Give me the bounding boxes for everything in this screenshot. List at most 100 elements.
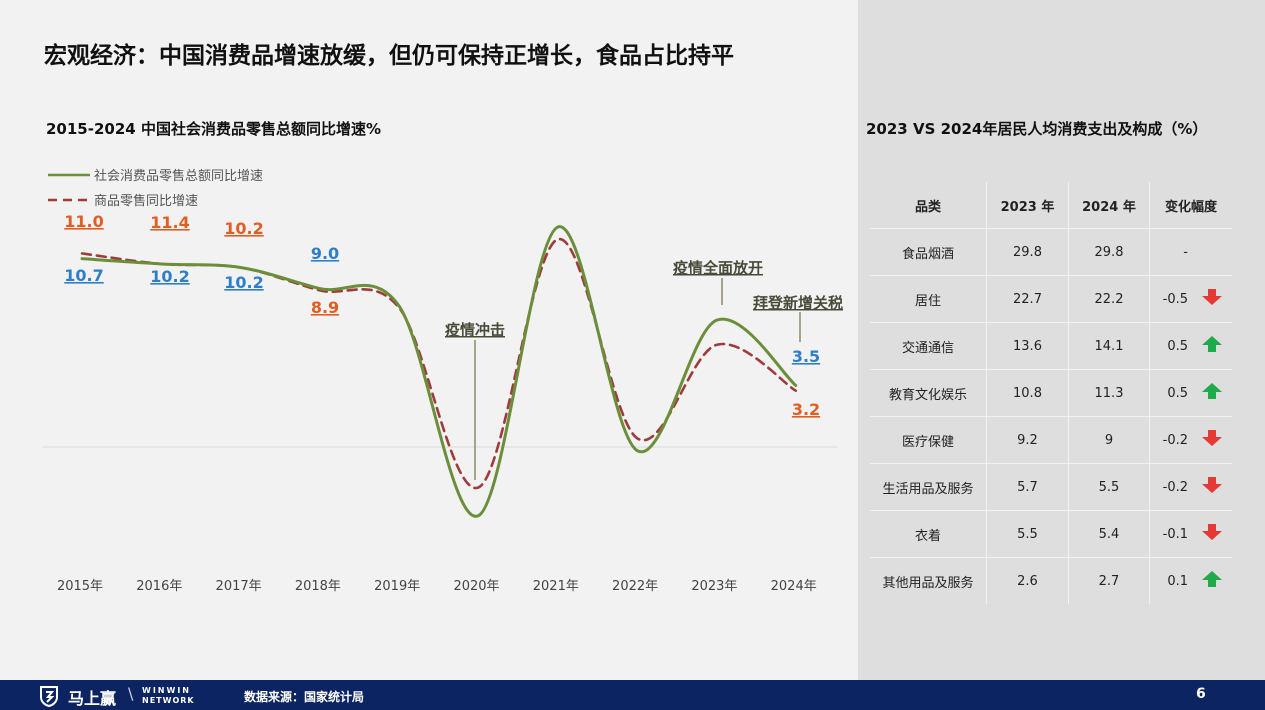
arrow-down-icon	[1200, 476, 1224, 498]
cell-2024: 9	[1068, 416, 1150, 464]
arrow-up-icon	[1200, 382, 1224, 404]
annotation-label: 疫情全面放开	[673, 259, 763, 277]
brand-en-line2: NETWORK	[142, 696, 195, 705]
cell-category: 居住	[870, 275, 987, 323]
cell-change: -0.2	[1149, 463, 1232, 511]
cell-2023: 10.8	[986, 369, 1069, 417]
footer-bar: 马上赢 \ WINWIN NETWORK 数据来源：国家统计局 6	[0, 680, 1265, 710]
x-tick-label: 2022年	[612, 579, 658, 594]
header-change: 变化幅度	[1149, 182, 1232, 229]
cell-2024: 22.2	[1068, 275, 1150, 323]
data-label: 3.2	[792, 400, 820, 419]
change-value: -0.1	[1162, 526, 1188, 542]
header-2023: 2023 年	[986, 182, 1069, 229]
change-value: 0.5	[1167, 338, 1188, 354]
arrow-up-icon	[1200, 570, 1224, 592]
cell-2024: 29.8	[1068, 228, 1150, 276]
brand-name: 马上赢	[68, 689, 117, 708]
cell-category: 医疗保健	[870, 416, 987, 464]
x-tick-label: 2018年	[295, 579, 341, 594]
change-value: -0.5	[1162, 291, 1188, 307]
cell-category: 交通通信	[870, 322, 987, 370]
cell-change: -0.2	[1149, 416, 1232, 464]
header-2024: 2024 年	[1068, 182, 1150, 229]
change-value: 0.5	[1167, 385, 1188, 401]
data-label: 10.2	[150, 267, 189, 286]
legend-label: 社会消费品零售总额同比增速	[94, 168, 263, 184]
page-title: 宏观经济：中国消费品增速放缓，但仍可保持正增长，食品占比持平	[44, 43, 734, 69]
cell-2023: 9.2	[986, 416, 1069, 464]
cell-category: 生活用品及服务	[870, 463, 987, 511]
legend-label: 商品零售同比增速	[94, 193, 198, 209]
x-tick-label: 2015年	[57, 579, 103, 594]
cell-2024: 2.7	[1068, 557, 1150, 604]
chart-title: 2015-2024 中国社会消费品零售总额同比增速%	[46, 120, 381, 138]
cell-change: -	[1149, 228, 1232, 276]
cell-category: 其他用品及服务	[870, 557, 987, 604]
cell-2023: 5.5	[986, 510, 1069, 558]
data-label: 10.7	[64, 266, 103, 285]
table-row: 衣着 5.5 5.4 -0.1	[870, 510, 1232, 558]
consumption-table: 品类 2023 年 2024 年 变化幅度 食品烟酒 29.8 29.8- 居住 22.…	[870, 182, 1232, 604]
chart-panel	[0, 0, 858, 680]
table-row: 生活用品及服务 5.7 5.5 -0.2	[870, 463, 1232, 511]
annotation-label: 拜登新增关税	[753, 294, 843, 312]
data-label: 10.2	[224, 273, 263, 292]
arrow-down-icon	[1200, 288, 1224, 310]
cell-change: 0.1	[1149, 557, 1232, 604]
data-label: 9.0	[311, 244, 339, 263]
cell-change: -0.5	[1149, 275, 1232, 323]
x-tick-label: 2017年	[216, 579, 262, 594]
table-row: 医疗保健 9.2 9 -0.2	[870, 416, 1232, 464]
arrow-down-icon	[1200, 523, 1224, 545]
data-label: 11.0	[64, 212, 103, 231]
x-tick-label: 2020年	[453, 579, 499, 594]
cell-2023: 29.8	[986, 228, 1069, 276]
cell-category: 教育文化娱乐	[870, 369, 987, 417]
header-category: 品类	[870, 182, 987, 229]
x-tick-label: 2021年	[533, 579, 579, 594]
table-row: 交通通信 13.6 14.1 0.5	[870, 322, 1232, 370]
arrow-up-icon	[1200, 335, 1224, 357]
cell-change: -0.1	[1149, 510, 1232, 558]
x-tick-label: 2024年	[771, 579, 817, 594]
data-label: 3.5	[792, 347, 820, 366]
cell-2023: 5.7	[986, 463, 1069, 511]
data-label: 8.9	[311, 298, 339, 317]
cell-2023: 2.6	[986, 557, 1069, 604]
table-title: 2023 VS 2024年居民人均消费支出及构成（%）	[866, 120, 1208, 138]
cell-2024: 5.5	[1068, 463, 1150, 511]
x-tick-label: 2019年	[374, 579, 420, 594]
brand-en-line1: WINWIN	[142, 686, 191, 695]
cell-change: 0.5	[1149, 322, 1232, 370]
cell-category: 衣着	[870, 510, 987, 558]
series-line-retail-total	[80, 225, 798, 518]
table-row: 教育文化娱乐 10.8 11.3 0.5	[870, 369, 1232, 417]
table-header-row: 品类 2023 年 2024 年 变化幅度	[870, 182, 1232, 229]
annotation-label: 疫情冲击	[445, 321, 505, 339]
change-value: 0.1	[1167, 573, 1188, 589]
cell-change: 0.5	[1149, 369, 1232, 417]
shield-logo-icon	[40, 686, 58, 707]
table-row: 食品烟酒 29.8 29.8-	[870, 228, 1232, 276]
x-tick-label: 2023年	[691, 579, 737, 594]
change-value: -0.2	[1162, 479, 1188, 495]
arrow-down-icon	[1200, 429, 1224, 451]
change-value: -0.2	[1162, 432, 1188, 448]
cell-2023: 13.6	[986, 322, 1069, 370]
page-number: 6	[1196, 686, 1206, 702]
table-row: 居住 22.7 22.2 -0.5	[870, 275, 1232, 323]
change-value: -	[1183, 244, 1188, 260]
brand-divider: \	[128, 684, 134, 703]
cell-2023: 22.7	[986, 275, 1069, 323]
cell-2024: 5.4	[1068, 510, 1150, 558]
cell-2024: 11.3	[1068, 369, 1150, 417]
cell-category: 食品烟酒	[870, 228, 987, 276]
data-label: 11.4	[150, 213, 189, 232]
x-tick-label: 2016年	[136, 579, 182, 594]
data-source: 数据来源：国家统计局	[244, 690, 365, 704]
data-label: 10.2	[224, 219, 263, 238]
table-row: 其他用品及服务 2.6 2.7 0.1	[870, 557, 1232, 604]
cell-2024: 14.1	[1068, 322, 1150, 370]
